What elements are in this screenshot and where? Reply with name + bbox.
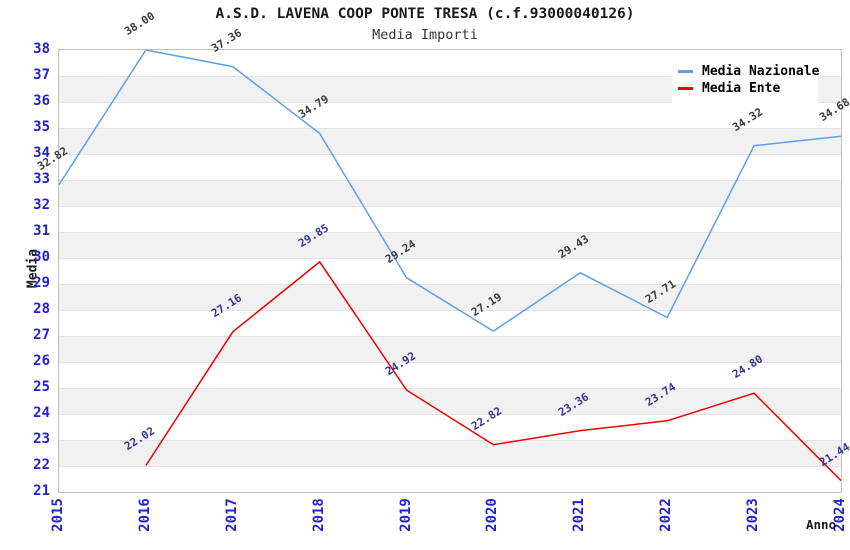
legend: Media Nazionale Media Ente (672, 56, 819, 104)
gridline (59, 180, 841, 181)
x-tick-label: 2020 (484, 498, 501, 532)
y-tick-label: 38 (33, 41, 50, 57)
y-tick-label: 22 (33, 457, 50, 473)
y-tick-label: 31 (33, 223, 50, 239)
gridline (59, 310, 841, 311)
grid-band (59, 206, 841, 232)
grid-band (59, 440, 841, 466)
gridline (59, 440, 841, 441)
y-tick-label: 26 (33, 353, 50, 369)
gridline (59, 466, 841, 467)
y-tick-label: 34 (33, 145, 50, 161)
y-tick-label: 21 (33, 483, 50, 499)
y-tick-label: 33 (33, 171, 50, 187)
gridline (59, 284, 841, 285)
y-axis-title: Media (25, 248, 41, 289)
y-tick-label: 29 (33, 275, 50, 291)
grid-band (59, 310, 841, 336)
gridline (59, 388, 841, 389)
y-tick-label: 35 (33, 119, 50, 135)
y-tick-label: 25 (33, 379, 50, 395)
x-tick-label: 2016 (136, 498, 153, 532)
grid-band (59, 232, 841, 258)
y-tick-label: 30 (33, 249, 50, 265)
grid-band (59, 362, 841, 388)
y-tick-label: 24 (33, 405, 50, 421)
gridline (59, 206, 841, 207)
x-axis-title: Anno (806, 517, 837, 532)
chart-title: A.S.D. LAVENA COOP PONTE TRESA (c.f.9300… (215, 6, 635, 22)
legend-item: Media Nazionale (678, 64, 819, 79)
legend-line-swatch (678, 70, 693, 73)
y-tick-label: 32 (33, 197, 50, 213)
grid-band (59, 102, 841, 128)
grid-band (59, 414, 841, 440)
y-tick-label: 36 (33, 93, 50, 109)
grid-band (59, 388, 841, 414)
grid-band (59, 466, 841, 492)
legend-item: Media Ente (678, 81, 814, 96)
x-tick-label: 2023 (745, 498, 762, 532)
x-tick-label: 2021 (571, 498, 588, 532)
gridline (59, 336, 841, 337)
grid-band (59, 284, 841, 310)
gridline (59, 414, 841, 415)
grid-band (59, 180, 841, 206)
gridline (59, 76, 841, 77)
x-tick-label: 2019 (397, 498, 414, 532)
legend-label: Media Nazionale (702, 64, 820, 79)
grid-band (59, 128, 841, 154)
plot-area (58, 49, 842, 493)
gridline (59, 102, 841, 103)
gridline (59, 128, 841, 129)
x-tick-label: 2017 (223, 498, 240, 532)
y-tick-label: 23 (33, 431, 50, 447)
x-tick-label: 2015 (50, 498, 66, 532)
grid-band (59, 258, 841, 284)
grid-band (59, 336, 841, 362)
gridline (59, 232, 841, 233)
line-media-ente (145, 260, 841, 482)
gridline (59, 154, 841, 155)
legend-label: Media Ente (702, 81, 781, 96)
series-lines (59, 50, 841, 482)
y-tick-label: 27 (33, 327, 50, 343)
legend-line-swatch (678, 87, 693, 90)
chart-subtitle: Media Importi (372, 27, 478, 43)
line-media-nazionale (59, 50, 841, 332)
x-tick-label: 2018 (310, 498, 327, 532)
y-tick-label: 37 (33, 67, 50, 83)
y-tick-label: 28 (33, 301, 50, 317)
gridline (59, 258, 841, 259)
x-tick-label: 2022 (658, 498, 675, 532)
gridline (59, 362, 841, 363)
grid-band (59, 154, 841, 180)
